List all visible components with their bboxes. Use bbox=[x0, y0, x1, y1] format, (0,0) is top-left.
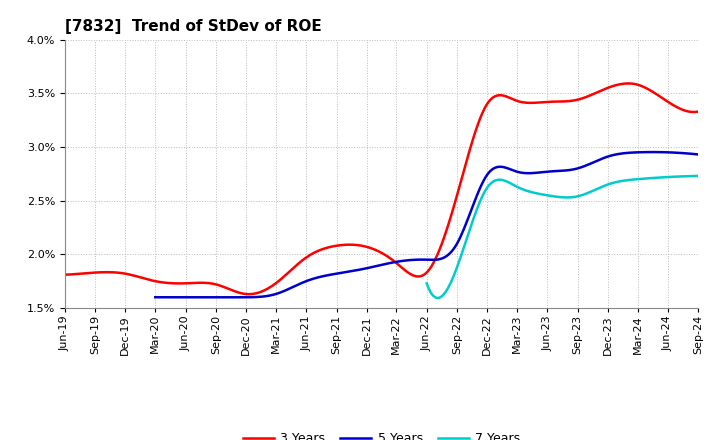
5 Years bbox=[474, 189, 483, 194]
5 Years bbox=[485, 169, 494, 175]
3 Years bbox=[440, 235, 449, 240]
Legend: 3 Years, 5 Years, 7 Years: 3 Years, 5 Years, 7 Years bbox=[238, 427, 526, 440]
3 Years bbox=[624, 81, 633, 86]
Line: 5 Years: 5 Years bbox=[156, 152, 698, 297]
5 Years bbox=[649, 150, 657, 155]
Text: [7832]  Trend of StDev of ROE: [7832] Trend of StDev of ROE bbox=[65, 19, 322, 34]
3 Years bbox=[60, 272, 69, 277]
7 Years bbox=[423, 281, 431, 286]
3 Years bbox=[639, 84, 647, 89]
3 Years bbox=[597, 88, 606, 93]
7 Years bbox=[584, 190, 593, 195]
7 Years bbox=[670, 174, 678, 180]
3 Years bbox=[451, 201, 459, 206]
7 Years bbox=[694, 173, 703, 179]
Line: 7 Years: 7 Years bbox=[427, 176, 698, 298]
3 Years bbox=[245, 292, 253, 297]
7 Years bbox=[590, 188, 598, 193]
5 Years bbox=[645, 150, 654, 155]
7 Years bbox=[433, 295, 442, 301]
5 Years bbox=[231, 295, 240, 300]
5 Years bbox=[153, 295, 161, 300]
7 Years bbox=[585, 190, 594, 195]
3 Years bbox=[63, 272, 71, 277]
Line: 3 Years: 3 Years bbox=[65, 84, 698, 294]
5 Years bbox=[476, 185, 485, 190]
5 Years bbox=[611, 152, 619, 158]
5 Years bbox=[694, 152, 703, 157]
7 Years bbox=[423, 283, 432, 288]
7 Years bbox=[652, 175, 661, 180]
5 Years bbox=[151, 295, 160, 300]
3 Years bbox=[694, 109, 703, 114]
3 Years bbox=[438, 241, 446, 246]
